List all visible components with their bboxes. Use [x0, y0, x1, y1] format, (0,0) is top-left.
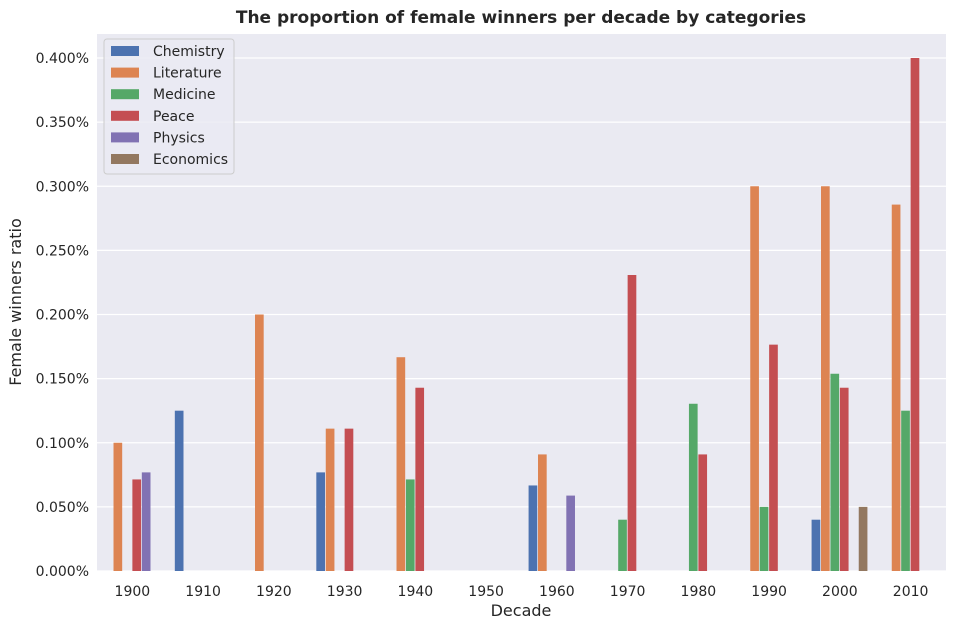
legend: Chemistry Literature Medicine Peace Physics E… — [103, 38, 235, 175]
y-tick-label: 0.000% — [36, 564, 89, 580]
y-axis-ticks: 0.000% 0.050% 0.100% 0.150% 0.200% 0.250% 0.30… — [36, 51, 89, 580]
bar-peace-1970 — [627, 275, 637, 571]
bar-literature-1940 — [396, 357, 406, 571]
bar-physics-1960 — [566, 495, 575, 571]
y-tick-label: 0.200% — [36, 308, 89, 324]
x-tick-label: 1980 — [681, 584, 717, 600]
bar-literature-2000 — [821, 186, 830, 571]
bar-peace-1990 — [769, 344, 778, 571]
x-tick-label: 1920 — [256, 584, 292, 600]
bar-physics-1900 — [141, 472, 151, 571]
bar-literature-1930 — [325, 428, 335, 571]
x-tick-label: 1910 — [185, 584, 221, 600]
x-tick-label: 1900 — [115, 584, 151, 600]
x-tick-label: 1950 — [468, 584, 504, 600]
bar-chemistry-1930 — [316, 472, 325, 571]
x-tick-label: 2000 — [822, 584, 858, 600]
bar-peace-1900 — [132, 479, 142, 571]
legend-label-economics: Economics — [153, 152, 228, 168]
x-axis-ticks: 1900 1910 1920 1930 1940 1950 1960 1970 1980 1990… — [115, 584, 929, 600]
legend-swatch-physics — [111, 132, 139, 143]
legend-label-chemistry: Chemistry — [153, 44, 225, 60]
x-tick-label: 1960 — [539, 584, 575, 600]
y-tick-label: 0.050% — [36, 500, 89, 516]
y-axis-label: Female winners ratio — [6, 218, 25, 385]
bar-medicine-1980 — [688, 403, 698, 571]
legend-swatch-medicine — [111, 89, 139, 100]
legend-swatch-economics — [111, 154, 139, 164]
legend-swatch-literature — [111, 67, 139, 78]
bar-chemistry-1960 — [528, 485, 538, 571]
bar-chemistry-1910 — [174, 410, 184, 571]
legend-label-medicine: Medicine — [153, 87, 216, 103]
bar-medicine-1990 — [759, 506, 769, 572]
y-tick-label: 0.350% — [36, 115, 89, 131]
legend-label-peace: Peace — [153, 109, 194, 125]
bar-peace-1980 — [698, 454, 708, 571]
plot-area — [97, 34, 946, 571]
x-tick-label: 2010 — [893, 584, 929, 600]
bar-medicine-1940 — [405, 479, 415, 571]
y-tick-label: 0.400% — [36, 51, 89, 67]
legend-label-literature: Literature — [153, 66, 222, 82]
y-tick-label: 0.150% — [36, 372, 89, 388]
bar-medicine-2000 — [830, 373, 840, 571]
bar-peace-2010 — [910, 58, 920, 571]
x-tick-label: 1940 — [398, 584, 434, 600]
bar-medicine-2010 — [901, 410, 910, 571]
y-tick-label: 0.250% — [36, 243, 89, 259]
x-tick-label: 1990 — [751, 584, 787, 600]
bar-chemistry-2000 — [811, 519, 821, 571]
bar-peace-1930 — [344, 428, 354, 571]
legend-label-physics: Physics — [153, 130, 205, 146]
legend-swatch-peace — [111, 110, 139, 121]
bar-literature-1920 — [255, 314, 264, 571]
bar-literature-1960 — [538, 454, 547, 571]
legend-swatch-chemistry — [111, 46, 139, 56]
y-tick-label: 0.300% — [36, 179, 89, 195]
bars — [113, 58, 920, 572]
bar-economics-2000 — [858, 506, 868, 572]
bar-literature-2010 — [891, 204, 901, 571]
x-tick-label: 1970 — [610, 584, 646, 600]
x-axis-label: Decade — [491, 601, 552, 620]
bar-peace-2000 — [839, 387, 849, 571]
bar-peace-1940 — [415, 387, 425, 571]
bar-literature-1900 — [113, 442, 123, 571]
grid-lines — [97, 57, 946, 572]
chart-title: The proportion of female winners per dec… — [236, 8, 806, 28]
x-tick-label: 1930 — [327, 584, 363, 600]
bar-literature-1990 — [750, 186, 759, 571]
y-tick-label: 0.100% — [36, 436, 89, 452]
bar-medicine-1970 — [618, 519, 627, 571]
